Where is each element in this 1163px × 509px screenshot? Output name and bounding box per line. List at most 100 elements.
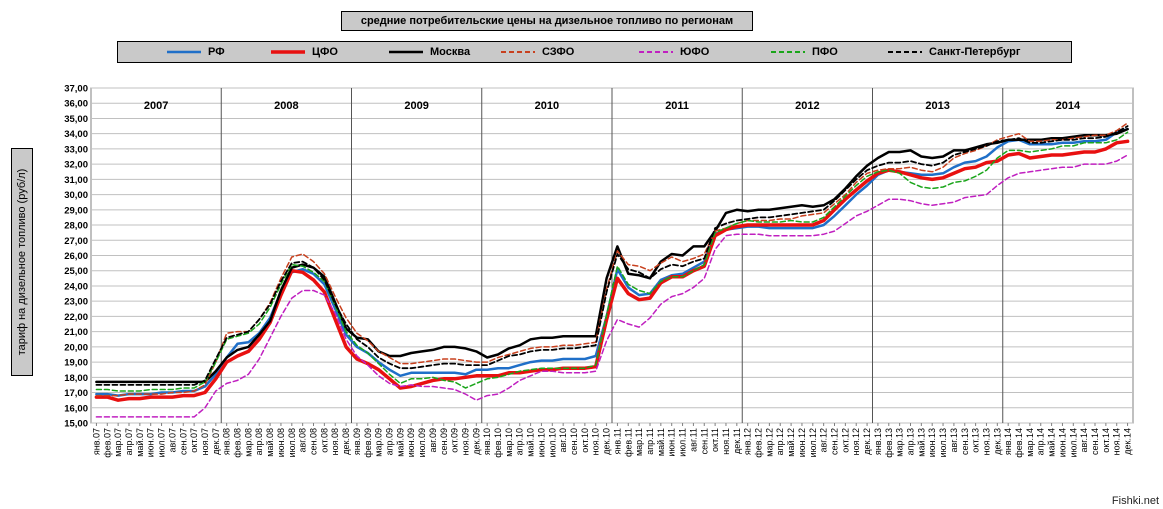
x-tick-label: янв.11 bbox=[612, 428, 622, 454]
x-tick-label: дек.07 bbox=[211, 428, 221, 455]
x-tick-label: июн.10 bbox=[536, 428, 546, 457]
y-tick-label: 36,00 bbox=[64, 99, 88, 110]
x-tick-label: дек.13 bbox=[992, 428, 1002, 455]
x-tick-label: июн.09 bbox=[406, 428, 416, 457]
x-tick-label: окт.09 bbox=[450, 428, 460, 453]
legend: РФ ЦФО Москва СЗФО ЮФО ПФО Санкт-Петербург bbox=[117, 41, 1072, 63]
x-tick-label: фев.11 bbox=[623, 428, 633, 457]
y-axis-label-box: тариф на дизельное топливо (руб/л) bbox=[11, 148, 33, 376]
x-tick-label: авг.14 bbox=[1079, 428, 1089, 452]
x-tick-label: окт.11 bbox=[710, 428, 720, 452]
legend-swatch bbox=[639, 51, 673, 53]
x-tick-label: ноя.13 bbox=[982, 428, 992, 455]
x-tick-label: мар.09 bbox=[374, 428, 384, 457]
legend-swatch bbox=[501, 51, 535, 53]
x-tick-label: окт.10 bbox=[580, 428, 590, 453]
x-tick-label: ноя.14 bbox=[1112, 428, 1122, 455]
x-tick-label: мар.08 bbox=[243, 428, 253, 457]
y-tick-label: 17,00 bbox=[64, 388, 88, 399]
x-tick-label: май.14 bbox=[1047, 428, 1057, 457]
legend-label: ЦФО bbox=[312, 46, 338, 58]
x-tick-label: апр.08 bbox=[254, 428, 264, 455]
chart-title: средние потребительские цены на дизельно… bbox=[341, 11, 753, 31]
watermark: Fishki.net bbox=[1111, 495, 1159, 507]
x-tick-label: фев.08 bbox=[233, 428, 243, 458]
x-tick-label: мар.07 bbox=[113, 428, 123, 457]
x-tick-label: мар.14 bbox=[1025, 428, 1035, 457]
x-tick-label: мар.11 bbox=[634, 428, 644, 456]
y-tick-label: 16,00 bbox=[64, 403, 88, 414]
x-tick-label: дек.09 bbox=[471, 428, 481, 455]
x-tick-label: сен.09 bbox=[439, 428, 449, 455]
x-tick-label: сен.14 bbox=[1090, 428, 1100, 455]
x-tick-label: сен.08 bbox=[309, 428, 319, 455]
x-tick-label: мар.12 bbox=[764, 428, 774, 457]
x-tick-label: июл.12 bbox=[808, 428, 818, 457]
year-label: 2014 bbox=[1056, 100, 1081, 112]
legend-item: РФ bbox=[166, 42, 225, 62]
x-tick-label: окт.08 bbox=[319, 428, 329, 453]
legend-label: РФ bbox=[208, 46, 225, 58]
y-tick-label: 21,00 bbox=[64, 327, 88, 338]
y-axis-label: тариф на дизельное топливо (руб/л) bbox=[16, 168, 28, 356]
series-line bbox=[95, 154, 1129, 418]
y-tick-label: 37,00 bbox=[64, 84, 88, 95]
x-tick-label: ноя.09 bbox=[461, 428, 471, 455]
y-tick-label: 31,00 bbox=[64, 175, 88, 186]
x-tick-label: окт.12 bbox=[840, 428, 850, 453]
x-tick-label: авг.10 bbox=[558, 428, 568, 452]
x-tick-label: мар.13 bbox=[895, 428, 905, 457]
x-tick-label: ноя.08 bbox=[330, 428, 340, 455]
x-axis: янв.07 фев.07 мар.07 апр.07 май.07 июн.07 июл.… bbox=[91, 423, 1133, 458]
x-tick-label: апр.09 bbox=[385, 428, 395, 455]
x-tick-label: июн.08 bbox=[276, 428, 286, 457]
legend-item: СЗФО bbox=[500, 42, 574, 62]
x-tick-label: май.10 bbox=[526, 428, 536, 457]
x-tick-label: май.13 bbox=[916, 428, 926, 457]
legend-swatch bbox=[167, 50, 201, 54]
y-tick-label: 24,00 bbox=[64, 281, 88, 292]
year-label: 2009 bbox=[404, 100, 428, 112]
x-tick-label: фев.13 bbox=[884, 428, 894, 458]
x-tick-label: сен.11 bbox=[699, 428, 709, 454]
x-tick-label: ноя.11 bbox=[721, 428, 731, 455]
x-tick-label: ноя.07 bbox=[200, 428, 210, 455]
y-tick-label: 22,00 bbox=[64, 312, 88, 323]
legend-swatch bbox=[771, 51, 805, 53]
x-tick-label: июн.12 bbox=[797, 428, 807, 457]
y-tick-label: 18,00 bbox=[64, 373, 88, 384]
x-tick-label: авг.11 bbox=[688, 428, 698, 452]
year-label: 2013 bbox=[925, 100, 949, 112]
y-tick-label: 30,00 bbox=[64, 190, 88, 201]
legend-label: ПФО bbox=[812, 46, 838, 58]
y-tick-label: 26,00 bbox=[64, 251, 88, 262]
x-tick-label: фев.14 bbox=[1014, 428, 1024, 458]
y-tick-label: 27,00 bbox=[64, 236, 88, 247]
x-tick-label: авг.07 bbox=[167, 428, 177, 452]
x-tick-label: янв.09 bbox=[352, 428, 362, 455]
x-tick-label: фев.10 bbox=[493, 428, 503, 458]
x-tick-label: дек.10 bbox=[602, 428, 612, 455]
x-tick-label: окт.14 bbox=[1101, 428, 1111, 453]
x-tick-label: июл.07 bbox=[157, 428, 167, 457]
x-tick-label: фев.12 bbox=[754, 428, 764, 458]
x-tick-label: фев.07 bbox=[102, 428, 112, 458]
legend-item: Санкт-Петербург bbox=[887, 42, 1020, 62]
x-tick-label: дек.11 bbox=[732, 428, 742, 454]
series-line bbox=[95, 127, 1129, 384]
x-tick-label: мар.10 bbox=[504, 428, 514, 457]
x-tick-label: апр.12 bbox=[775, 428, 785, 455]
legend-label: Санкт-Петербург bbox=[929, 46, 1021, 58]
x-tick-label: апр.14 bbox=[1036, 428, 1046, 455]
series-line bbox=[95, 125, 1129, 386]
x-tick-label: авг.13 bbox=[949, 428, 959, 452]
x-tick-label: ноя.12 bbox=[851, 428, 861, 455]
y-axis: 15,00 16,00 17,00 18,00 19,00 20,00 21,00 22,00… bbox=[64, 84, 88, 430]
y-tick-label: 32,00 bbox=[64, 160, 88, 171]
legend-label: ЮФО bbox=[680, 46, 710, 58]
series-line bbox=[95, 131, 1129, 392]
x-tick-label: фев.09 bbox=[363, 428, 373, 458]
legend-label: СЗФО bbox=[542, 46, 575, 58]
y-tick-label: 19,00 bbox=[64, 358, 88, 369]
x-tick-label: янв.07 bbox=[91, 428, 101, 455]
